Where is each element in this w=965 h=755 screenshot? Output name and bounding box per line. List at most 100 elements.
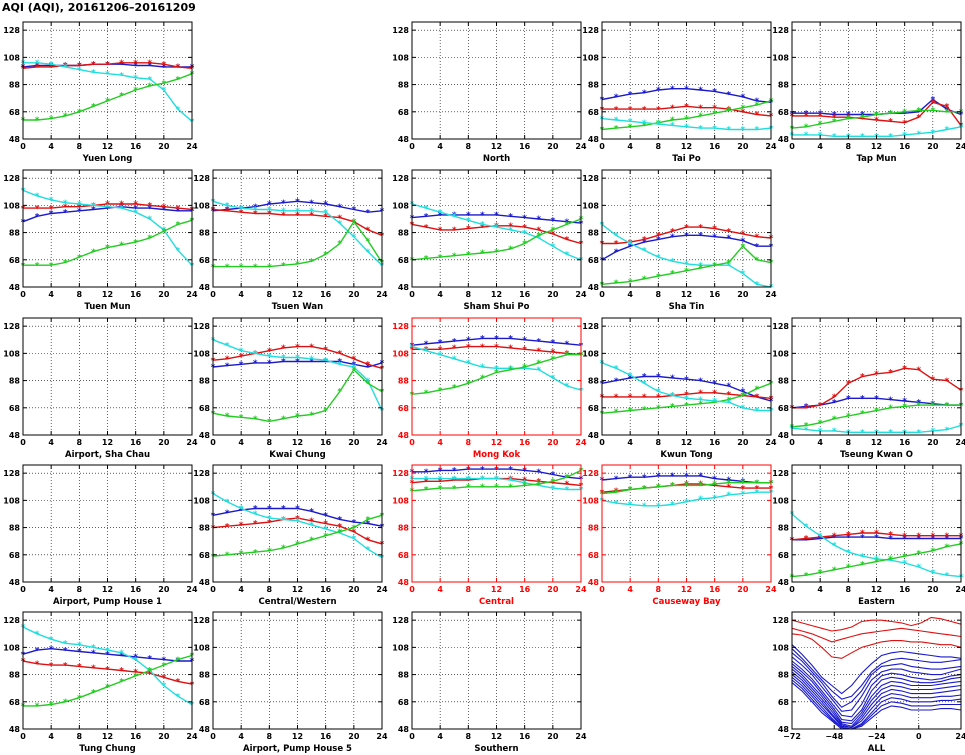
series-point-red: *	[176, 204, 181, 214]
x-tick-label: 4	[238, 732, 244, 741]
series-point-red: *	[522, 476, 527, 486]
series-point-blue: *	[860, 111, 865, 121]
series-point-red: *	[945, 532, 950, 542]
panel-central: * * * * * * * * * * * ** * * * * * * * * * * * ** * * * * * * * * * * * ** *…	[392, 464, 587, 607]
x-tick-label: 24	[376, 290, 388, 299]
series-point-blue: *	[565, 473, 570, 483]
x-tick-label: 0	[409, 290, 415, 299]
series-point-blue: *	[832, 111, 837, 121]
series-line-red	[412, 345, 582, 356]
series-point-red: *	[267, 347, 272, 357]
series-point-red: *	[536, 226, 541, 236]
x-tick-label: 24	[186, 142, 198, 151]
series-point-red: *	[438, 345, 443, 355]
y-tick-label: 48	[398, 431, 410, 440]
series-point-blue: *	[642, 373, 647, 383]
series-point-green: *	[176, 656, 181, 666]
series-point-blue: *	[161, 63, 166, 73]
series-point-green: *	[91, 248, 96, 258]
y-tick-label: 128	[193, 469, 210, 478]
series-point-blue: *	[726, 382, 731, 392]
series-line-blue	[791, 665, 962, 725]
series-point-green: *	[119, 678, 124, 688]
series-point-cyan: *	[698, 396, 703, 406]
x-tick-label: 24	[955, 438, 965, 447]
series-point-blue: *	[670, 233, 675, 243]
series-line-cyan	[791, 513, 962, 578]
series-point-red: *	[740, 392, 745, 402]
x-tick-label: 0	[20, 142, 26, 151]
series-point-blue: *	[832, 399, 837, 409]
series-point-blue: *	[755, 393, 760, 403]
series-point-blue: *	[49, 210, 54, 220]
series-point-cyan: *	[804, 131, 809, 141]
series-point-cyan: *	[351, 535, 356, 545]
series-point-green: *	[480, 374, 485, 384]
series-line-blue	[791, 663, 962, 722]
series-point-cyan: *	[147, 667, 152, 677]
panel-title: Sham Shui Po	[464, 302, 530, 312]
series-point-cyan: *	[860, 132, 865, 142]
series-point-blue: *	[874, 394, 879, 404]
series-point-red: *	[281, 211, 286, 221]
series-point-cyan: *	[614, 499, 619, 509]
series-line-blue	[791, 660, 962, 718]
series-line-red	[602, 226, 772, 245]
series-point-red: *	[91, 202, 96, 212]
y-tick-label: 48	[778, 431, 790, 440]
y-tick-label: 88	[778, 671, 790, 680]
x-tick-label: 16	[899, 142, 911, 151]
x-tick-label: 4	[627, 585, 633, 594]
series-point-cyan: *	[536, 366, 541, 376]
series-point-red: *	[536, 478, 541, 488]
series-point-cyan: *	[239, 204, 244, 214]
series-point-red: *	[253, 210, 258, 220]
series-point-red: *	[628, 486, 633, 496]
x-tick-label: 0	[599, 290, 605, 299]
series-point-cyan: *	[740, 490, 745, 500]
series-point-red: *	[698, 104, 703, 114]
x-tick-label: 12	[871, 142, 882, 151]
panel-title: Eastern	[858, 597, 895, 607]
series-point-blue: *	[642, 89, 647, 99]
series-point-red: *	[452, 476, 457, 486]
y-tick-label: 68	[398, 698, 410, 707]
series-point-red: *	[225, 207, 230, 217]
series-point-green: *	[902, 403, 907, 413]
series-point-cyan: *	[740, 270, 745, 280]
panel-sha-tin: *** * * * * * * * ** ** * * * * * * * * * * * ****** * * * * *** **…	[582, 169, 777, 312]
series-point-red: *	[323, 212, 328, 222]
panel-title: Tung Chung	[79, 744, 136, 754]
series-point-blue: *	[536, 215, 541, 225]
series-point-red: *	[309, 517, 314, 527]
series-point-green: *	[239, 263, 244, 273]
series-point-blue: *	[550, 217, 555, 227]
series-point-red: *	[295, 343, 300, 353]
series-point-red: *	[916, 532, 921, 542]
series-line-green	[23, 73, 193, 121]
series-point-blue: *	[712, 380, 717, 390]
series-point-blue: *	[119, 652, 124, 662]
series-point-blue: *	[281, 505, 286, 515]
panel-tsuen-wan: * * * * * * * * * * * * ** * * * * * * * * * **** * * * * * * * ******…	[193, 169, 388, 312]
series-line-red	[212, 517, 383, 545]
series-point-blue: *	[684, 85, 689, 95]
series-point-cyan: *	[670, 501, 675, 511]
series-point-green: *	[35, 116, 40, 126]
x-tick-label: −72	[783, 732, 801, 741]
series-point-green: *	[438, 253, 443, 263]
series-point-green: *	[63, 698, 68, 708]
series-point-green: *	[337, 240, 342, 250]
series-point-red: *	[804, 112, 809, 122]
series-point-blue: *	[77, 62, 82, 72]
series-point-red: *	[642, 393, 647, 403]
x-tick-label: 4	[48, 290, 54, 299]
y-tick-label: 108	[772, 496, 789, 505]
series-point-red: *	[888, 531, 893, 541]
series-point-blue: *	[267, 359, 272, 369]
series-point-cyan: *	[670, 392, 675, 402]
series-point-blue: *	[438, 467, 443, 477]
series-line-blue	[22, 205, 192, 223]
series-point-green: *	[508, 245, 513, 255]
x-tick-label: 24	[376, 585, 388, 594]
